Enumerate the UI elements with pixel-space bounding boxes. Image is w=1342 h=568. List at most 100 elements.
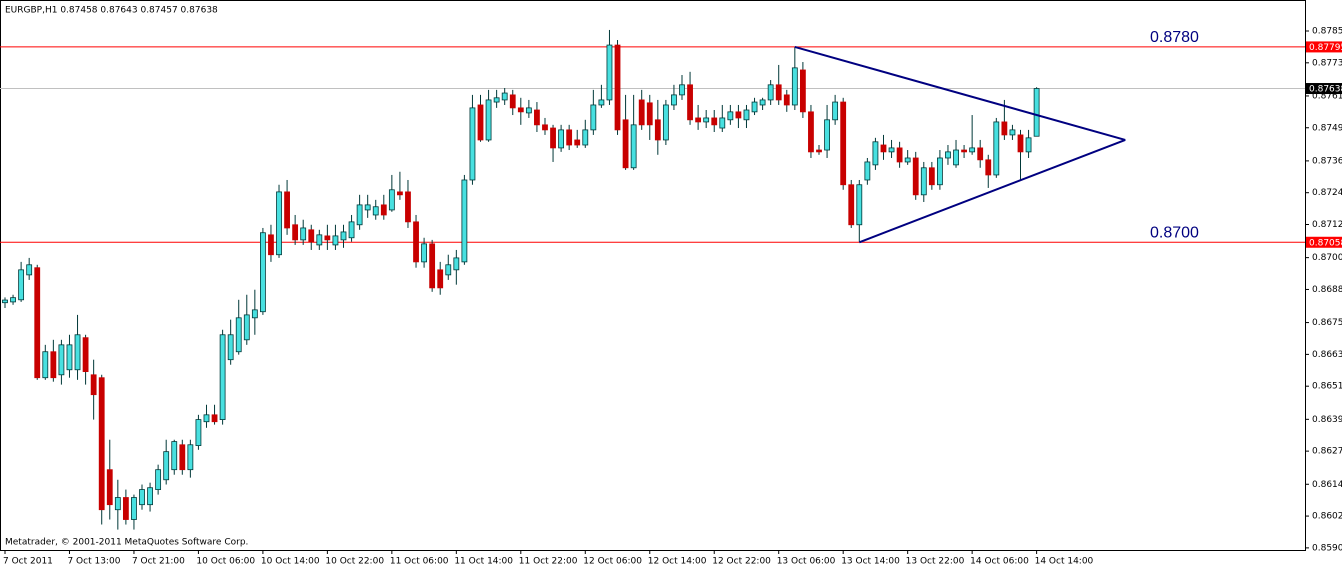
x-tick-label: 7 Oct 13:00	[67, 557, 120, 567]
candle-body	[356, 204, 363, 226]
candle-body	[832, 101, 839, 121]
candle-body	[348, 221, 355, 239]
candle-body	[421, 243, 427, 263]
candle-body	[195, 419, 202, 446]
candle-body	[187, 444, 194, 471]
candle-body	[284, 191, 290, 229]
x-tick-label: 12 Oct 06:00	[583, 557, 642, 567]
y-tick-label: 0.87735	[1312, 58, 1342, 68]
x-tick-label: 10 Oct 22:00	[325, 557, 384, 567]
x-tick-label: 11 Oct 14:00	[454, 557, 513, 567]
candle-body	[260, 232, 266, 313]
trendline	[858, 139, 1126, 244]
x-tick-label: 12 Oct 22:00	[712, 557, 771, 567]
candle-body	[671, 94, 677, 106]
candle-body	[614, 44, 621, 131]
candle-body	[171, 441, 178, 471]
candle-body	[888, 147, 895, 153]
candle-body	[429, 243, 436, 289]
candle-body	[292, 224, 299, 241]
candle-body	[945, 151, 951, 159]
candle-body	[131, 497, 137, 520]
candle-body	[703, 117, 710, 123]
candle-body	[840, 101, 847, 186]
candle-body	[695, 117, 702, 123]
candle-body	[114, 497, 121, 511]
candle-body	[413, 221, 419, 263]
candle-body	[235, 317, 242, 353]
candle-body	[50, 351, 57, 379]
price-tag	[1306, 41, 1342, 53]
candle-body	[445, 264, 452, 276]
y-tick-label: 0.87245	[1312, 188, 1342, 198]
candle-body	[920, 167, 927, 196]
candle-body	[985, 159, 992, 176]
price-tag	[1306, 236, 1342, 248]
candle-body	[582, 129, 589, 146]
candle-body	[82, 337, 89, 373]
candle-body	[219, 334, 226, 420]
candle-body	[477, 104, 484, 141]
candle-body	[679, 84, 685, 96]
candle-body	[316, 234, 323, 246]
candle-body	[243, 314, 250, 341]
candle-body	[1001, 121, 1008, 136]
candle-body	[42, 351, 49, 379]
candle-body	[1009, 129, 1016, 136]
trendline	[794, 45, 1126, 141]
y-tick-label: 0.86145	[1312, 480, 1342, 490]
y-tick-label: 0.86515	[1312, 382, 1342, 392]
candle-body	[380, 204, 387, 216]
candle-body	[485, 99, 492, 141]
candle-body	[880, 144, 887, 153]
candle-body	[751, 101, 758, 113]
candle-body	[662, 104, 669, 141]
x-tick-label: 14 Oct 06:00	[970, 557, 1029, 567]
candle-body	[864, 161, 871, 181]
candle-body	[1025, 137, 1032, 153]
x-tick-label: 10 Oct 14:00	[261, 557, 320, 567]
candle-body	[767, 84, 774, 101]
candle-body	[534, 109, 540, 126]
candle-body	[388, 189, 395, 211]
candle-body	[227, 334, 234, 361]
candle-body	[493, 97, 500, 103]
candle-body	[308, 229, 315, 243]
candle-body	[453, 257, 460, 271]
candle-body	[687, 84, 693, 121]
candle-body	[558, 129, 565, 149]
candle-body	[397, 191, 403, 196]
price-tag-label: 0.87058	[1309, 238, 1342, 248]
y-tick-label: 0.86635	[1312, 350, 1342, 360]
candle-body	[969, 147, 976, 153]
candle-body	[179, 444, 186, 471]
price-tag	[1306, 83, 1342, 95]
candle-body	[155, 469, 162, 490]
candle-body	[550, 127, 556, 149]
candle-body	[904, 157, 911, 163]
candle-body	[808, 111, 814, 153]
candle-body	[630, 124, 637, 169]
candle-body	[268, 234, 274, 256]
candle-body	[791, 67, 798, 106]
candle-body	[106, 469, 113, 506]
candle-body	[727, 111, 734, 121]
price-tag-label: 0.87638	[1309, 85, 1342, 95]
candle-body	[896, 147, 903, 163]
y-tick-label: 0.87855	[1312, 27, 1342, 37]
candle-body	[461, 179, 468, 263]
x-tick-label: 13 Oct 22:00	[906, 557, 965, 567]
y-tick-label: 0.86025	[1312, 512, 1342, 522]
x-tick-label: 11 Oct 06:00	[390, 557, 449, 567]
x-tick-label: 7 Oct 21:00	[132, 557, 185, 567]
candle-body	[34, 267, 41, 379]
candle-body	[783, 94, 790, 106]
candle-body	[759, 99, 766, 106]
candle-body	[509, 94, 516, 109]
